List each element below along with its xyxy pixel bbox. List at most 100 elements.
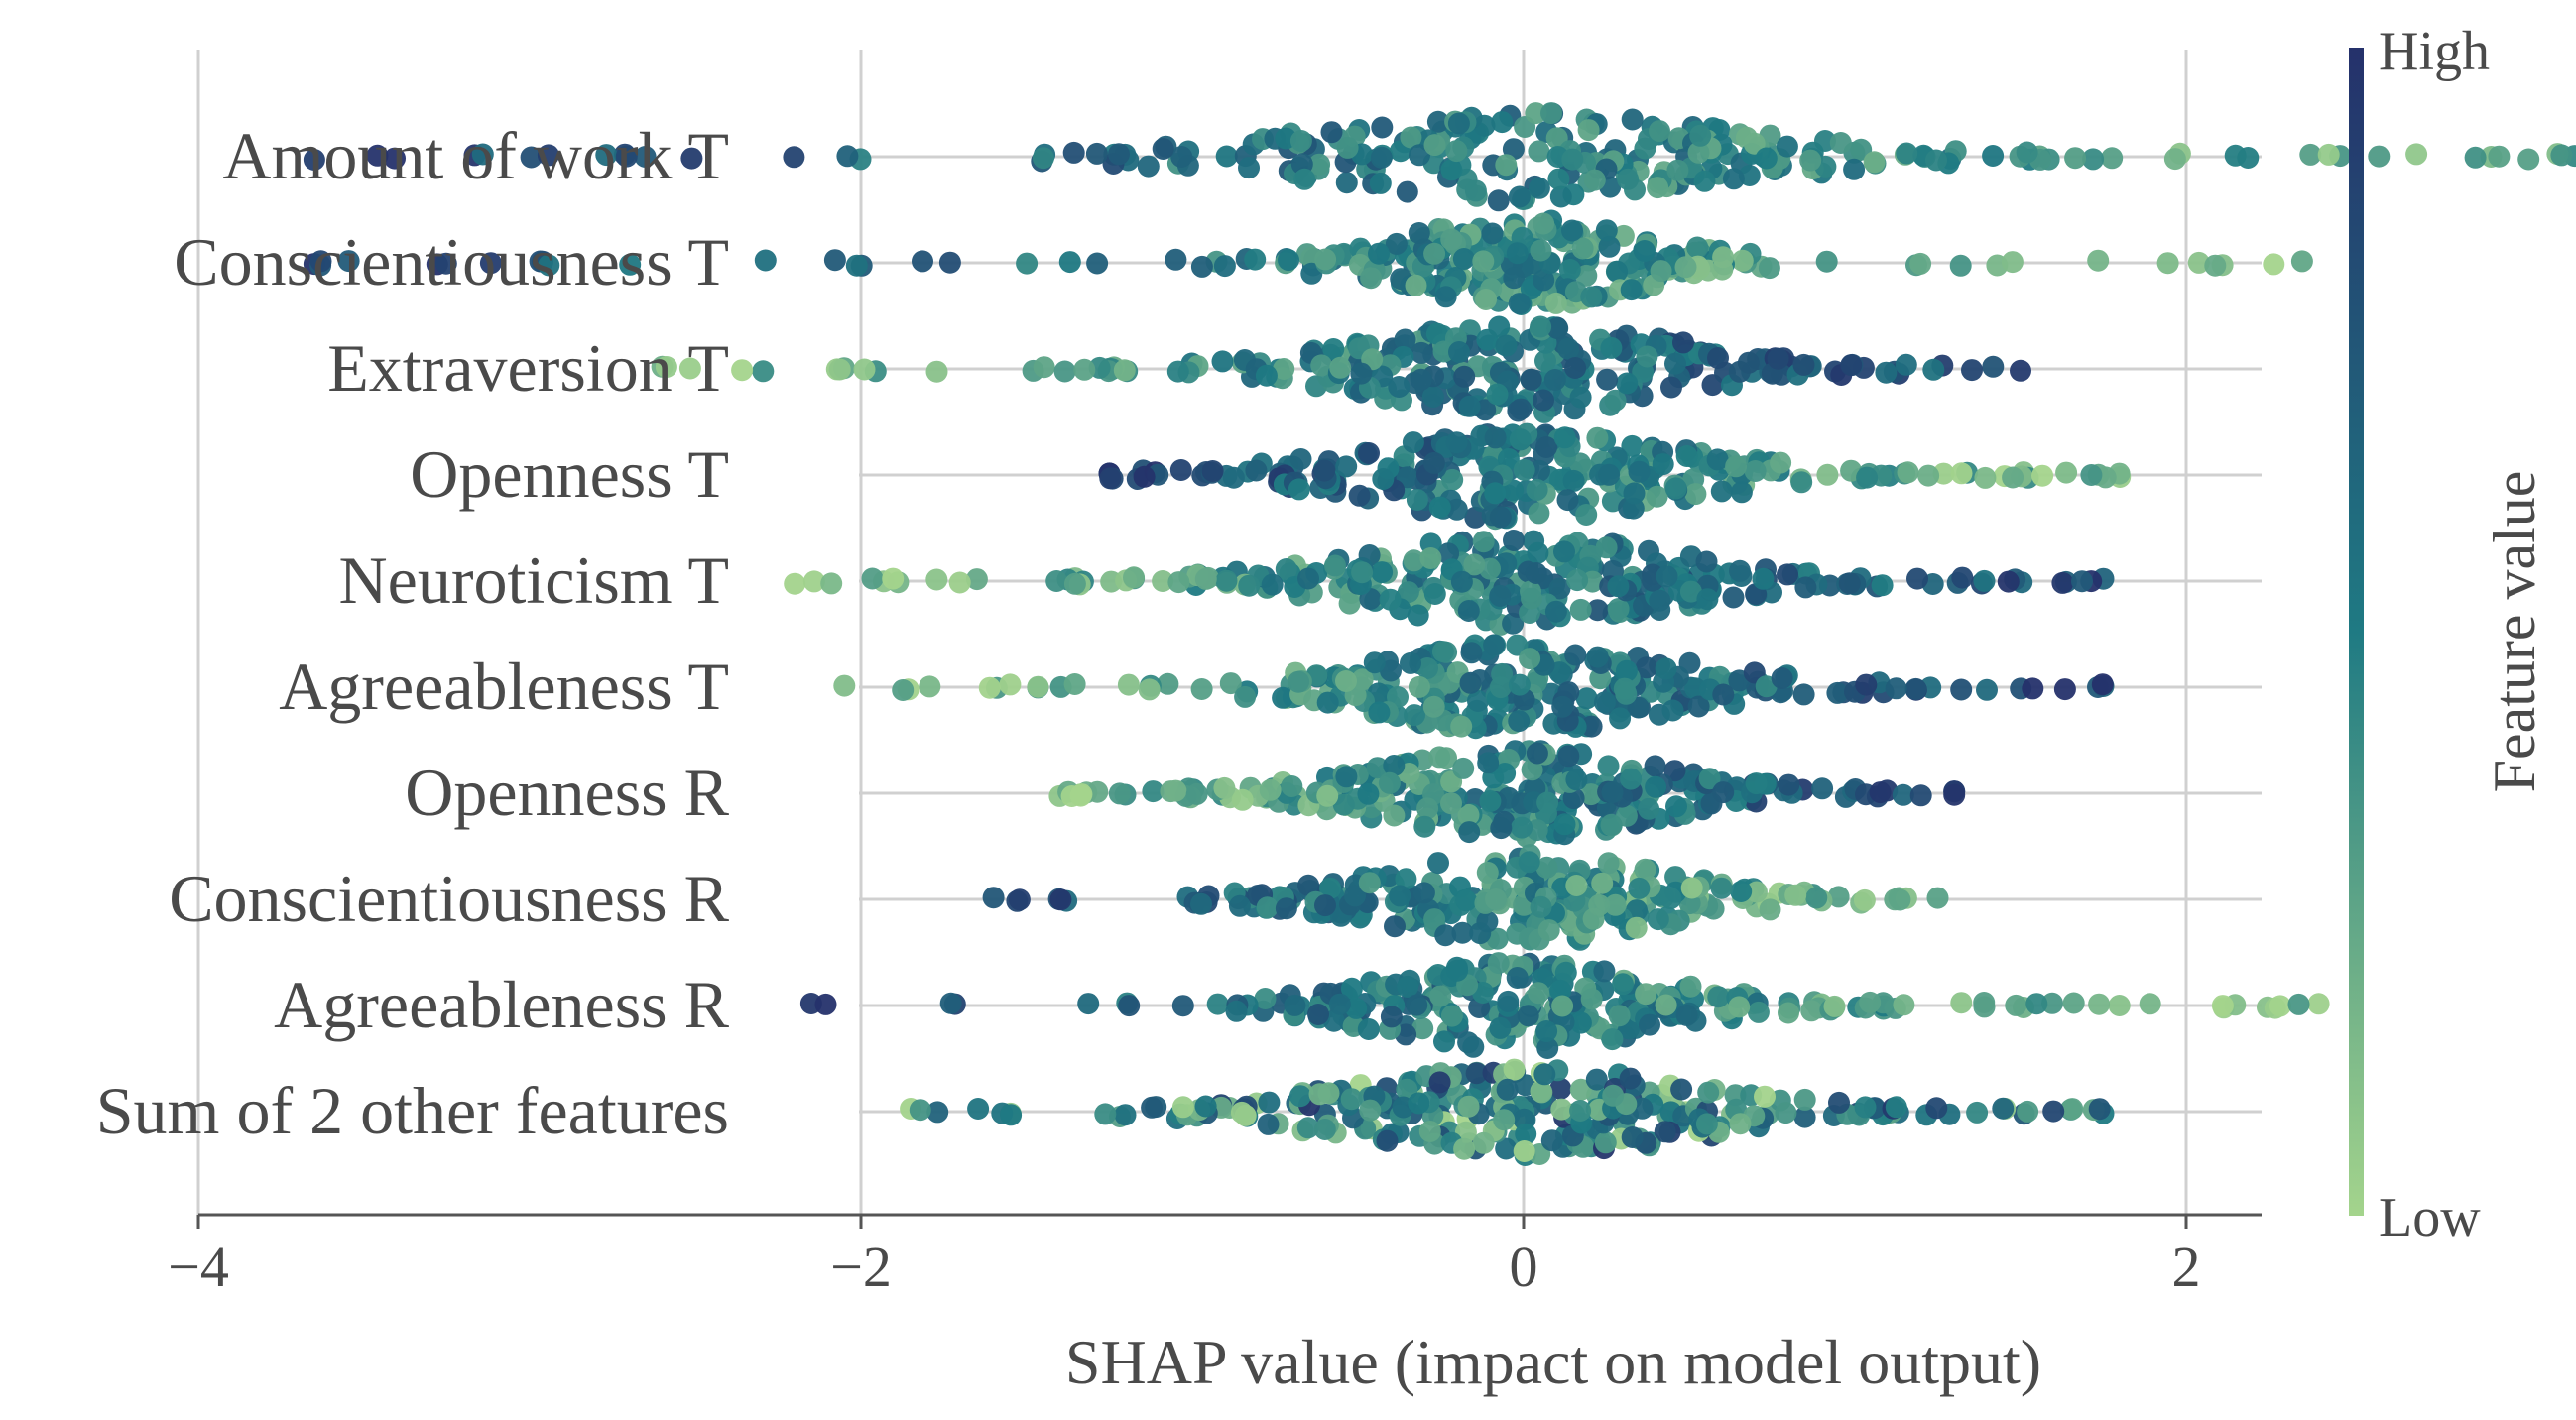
shap-point: [939, 992, 962, 1014]
shap-point: [1593, 960, 1616, 983]
shap-point: [2263, 253, 2285, 276]
shap-point: [1495, 154, 1518, 177]
shap-point: [1645, 775, 1667, 798]
shap-point: [1077, 993, 1100, 1015]
shap-point: [1027, 675, 1049, 698]
shap-point: [1350, 362, 1373, 385]
shap-point: [2317, 143, 2340, 166]
shap-point: [1777, 563, 1798, 586]
shap-point: [1425, 322, 1448, 345]
shap-point: [1165, 248, 1187, 271]
shap-point: [1313, 1119, 1336, 1140]
x-axis: −4−2024: [168, 1213, 2262, 1299]
shap-point: [1445, 431, 1468, 454]
shap-point: [678, 357, 701, 380]
shap-point: [1976, 678, 1998, 701]
shap-point: [2041, 992, 2063, 1014]
shap-point: [1447, 112, 1470, 135]
shap-point: [1829, 132, 1852, 154]
shap-point: [1448, 341, 1470, 363]
shap-point: [1440, 159, 1463, 181]
shap-point: [1495, 1137, 1518, 1160]
shap-point: [1689, 124, 1712, 147]
shap-point: [1419, 547, 1442, 569]
shap-point: [1800, 1000, 1823, 1022]
shap-point: [1165, 779, 1187, 802]
shap-point: [1535, 436, 1557, 458]
shap-point: [1961, 359, 1983, 382]
shap-point: [1558, 259, 1581, 281]
shap-point: [1612, 973, 1634, 996]
shap-point: [1556, 489, 1579, 512]
shap-point: [1598, 463, 1621, 486]
shap-point: [2307, 993, 2330, 1015]
shap-point: [1609, 707, 1632, 730]
shap-point: [1351, 561, 1374, 584]
shap-point: [1397, 581, 1419, 604]
shap-point: [1707, 347, 1729, 369]
shap-point: [1422, 451, 1445, 474]
shap-point: [1799, 149, 1822, 172]
shap-point: [1228, 894, 1251, 917]
shap-point: [1693, 170, 1716, 192]
shap-point: [1544, 292, 1567, 314]
shap-point: [1440, 1005, 1463, 1027]
shap-point: [1359, 1099, 1382, 1122]
shap-point: [2488, 145, 2511, 168]
shap-point: [1358, 442, 1380, 464]
shap-point: [1117, 673, 1140, 696]
shap-point: [1794, 576, 1817, 599]
feature-label: Agreeableness T: [279, 649, 729, 724]
shap-point: [1360, 267, 1383, 290]
shap-point: [1063, 572, 1086, 595]
shap-point: [1506, 967, 1529, 989]
shap-point: [1369, 172, 1392, 194]
shap-point: [1615, 659, 1638, 682]
shap-point: [619, 253, 642, 276]
shap-point: [538, 254, 560, 277]
feature-label: Sum of 2 other features: [96, 1073, 729, 1148]
shap-point: [1906, 567, 1928, 590]
shap-point: [1329, 356, 1352, 379]
shap-point: [1388, 376, 1411, 398]
shap-point: [1363, 651, 1386, 674]
shap-point: [1406, 994, 1428, 1016]
shap-point: [1922, 358, 1945, 381]
shap-point: [1675, 1004, 1698, 1026]
shap-point: [1322, 338, 1345, 360]
shap-point: [1997, 570, 2020, 593]
shap-point: [1328, 993, 1351, 1015]
shap-point: [1152, 570, 1174, 592]
shap-point: [1486, 927, 1509, 950]
shap-point: [1537, 919, 1560, 942]
shap-point: [1033, 356, 1055, 379]
shap-point: [1792, 353, 1815, 376]
shap-point: [1408, 675, 1430, 698]
x-axis-title: SHAP value (impact on model output): [1065, 1327, 2041, 1397]
shap-point: [1460, 642, 1483, 664]
shap-point: [1885, 677, 1907, 700]
shap-point: [1463, 553, 1486, 576]
shap-point: [634, 146, 657, 168]
shap-point: [1666, 159, 1689, 181]
shap-point: [814, 993, 837, 1015]
shap-point: [1712, 246, 1735, 269]
shap-point: [1254, 988, 1277, 1009]
shap-point: [784, 572, 806, 595]
shap-point: [1281, 775, 1303, 797]
shap-point: [1452, 248, 1475, 270]
shap-point: [1623, 482, 1646, 505]
shap-point: [2204, 254, 2227, 277]
x-tick-label: −4: [168, 1235, 229, 1299]
shap-point: [1725, 455, 1748, 478]
shap-point: [1255, 364, 1278, 387]
shap-point: [1730, 881, 1753, 902]
shap-point: [1784, 884, 1807, 906]
shap-point: [1434, 924, 1457, 947]
shap-point: [1607, 598, 1630, 620]
shap-point: [1384, 915, 1406, 938]
shap-point: [1815, 250, 1838, 273]
shap-point: [2071, 570, 2093, 593]
shap-point: [1729, 1113, 1752, 1135]
shap-point: [833, 674, 856, 697]
